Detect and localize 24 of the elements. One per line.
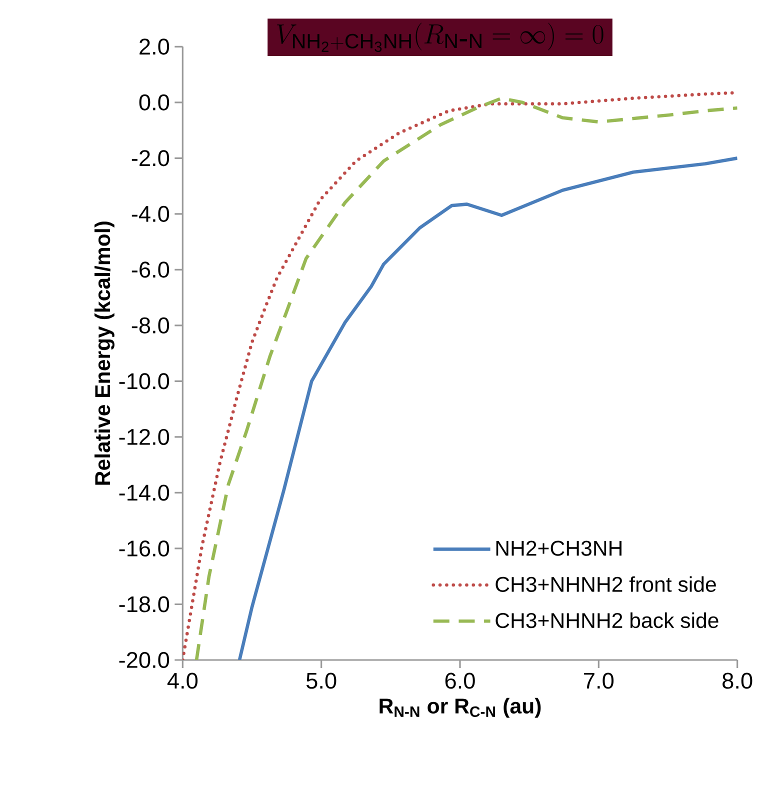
legend-label: CH3+NHNH2 back side: [496, 612, 719, 628]
y-tick-label: -16.0: [120, 540, 170, 557]
x-tick-label: 6.0: [446, 672, 476, 689]
y-tick-label: 2.0: [140, 38, 170, 55]
y-axis-title: Relative Energy (kcal/mol): [94, 222, 115, 485]
y-tick-label: -10.0: [120, 373, 170, 390]
y-tick-label: 0.0: [140, 94, 170, 110]
y-tick-label: -4.0: [132, 206, 170, 222]
y-tick-label: -2.0: [132, 150, 170, 166]
y-tick-label: -6.0: [132, 262, 170, 278]
x-tick-label: 4.0: [168, 672, 198, 689]
legend-label: CH3+NHNH2 front side: [496, 576, 716, 592]
y-tick-label: -18.0: [120, 596, 170, 612]
x-tick-label: 5.0: [306, 672, 336, 689]
y-tick-label: -12.0: [120, 428, 170, 445]
y-tick-label: -20.0: [120, 652, 170, 668]
x-tick-label: 7.0: [584, 672, 614, 689]
legend-label: NH2+CH3NH: [496, 540, 622, 556]
chart-title: $V_{\mathrm{NH_2+CH_3NH}}(R_{\mathrm{N\mbox{-}N}}=\infty)=0$: [277, 22, 604, 52]
y-tick-label: -8.0: [132, 317, 170, 334]
x-axis-title: R$_{N-N}$ or R$_{C-N}$ (au): [380, 698, 541, 718]
x-tick-label: 8.0: [722, 672, 752, 689]
y-tick-label: -14.0: [120, 484, 170, 501]
line-series: [238, 156, 738, 660]
